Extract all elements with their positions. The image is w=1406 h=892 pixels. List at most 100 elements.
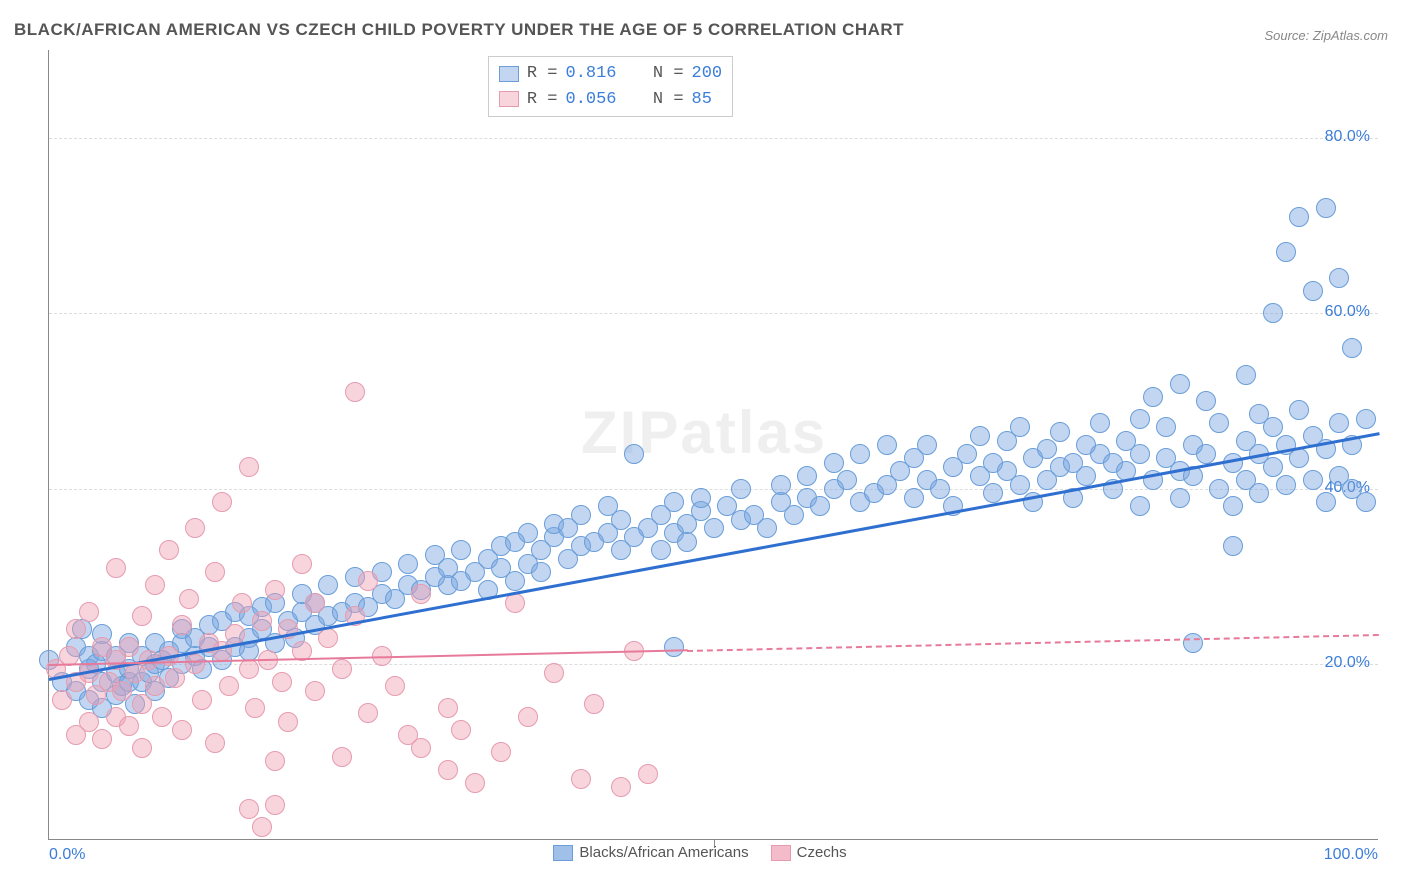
- scatter-point: [451, 540, 471, 560]
- scatter-point: [172, 720, 192, 740]
- scatter-point: [239, 457, 259, 477]
- chart-container: BLACK/AFRICAN AMERICAN VS CZECH CHILD PO…: [0, 0, 1406, 892]
- scatter-point: [850, 444, 870, 464]
- scatter-point: [983, 483, 1003, 503]
- scatter-point: [731, 479, 751, 499]
- scatter-point: [1130, 444, 1150, 464]
- scatter-point: [584, 694, 604, 714]
- scatter-point: [544, 663, 564, 683]
- scatter-point: [52, 690, 72, 710]
- scatter-point: [132, 606, 152, 626]
- scatter-point: [1342, 338, 1362, 358]
- scatter-point: [837, 470, 857, 490]
- scatter-point: [411, 738, 431, 758]
- scatter-point: [278, 712, 298, 732]
- scatter-point: [1037, 439, 1057, 459]
- scatter-point: [165, 668, 185, 688]
- legend-item: Czechs: [771, 844, 847, 861]
- scatter-point: [810, 496, 830, 516]
- scatter-point: [212, 492, 232, 512]
- scatter-point: [79, 602, 99, 622]
- scatter-point: [1263, 303, 1283, 323]
- scatter-point: [1076, 466, 1096, 486]
- scatter-point: [245, 698, 265, 718]
- scatter-point: [185, 654, 205, 674]
- gridline: [49, 138, 1378, 139]
- scatter-point: [1276, 475, 1296, 495]
- scatter-point: [272, 672, 292, 692]
- scatter-point: [132, 738, 152, 758]
- scatter-point: [145, 575, 165, 595]
- scatter-point: [79, 712, 99, 732]
- scatter-point: [305, 593, 325, 613]
- trend-line: [687, 634, 1379, 652]
- scatter-point: [1289, 400, 1309, 420]
- scatter-point: [292, 554, 312, 574]
- scatter-point: [611, 510, 631, 530]
- scatter-point: [611, 777, 631, 797]
- scatter-point: [1263, 417, 1283, 437]
- scatter-point: [159, 540, 179, 560]
- scatter-point: [1050, 422, 1070, 442]
- scatter-point: [824, 453, 844, 473]
- legend-swatch: [771, 845, 791, 861]
- scatter-point: [318, 575, 338, 595]
- scatter-point: [784, 505, 804, 525]
- scatter-point: [252, 817, 272, 837]
- scatter-point: [1130, 496, 1150, 516]
- scatter-point: [119, 637, 139, 657]
- scatter-point: [252, 611, 272, 631]
- scatter-point: [239, 799, 259, 819]
- stats-legend: R = 0.816 N = 200R = 0.056 N = 85: [488, 56, 733, 117]
- scatter-point: [239, 659, 259, 679]
- y-tick-label: 80.0%: [1325, 128, 1370, 146]
- scatter-point: [1209, 479, 1229, 499]
- legend-label: Czechs: [797, 844, 847, 861]
- scatter-point: [518, 523, 538, 543]
- scatter-point: [219, 676, 239, 696]
- scatter-point: [957, 444, 977, 464]
- chart-title: BLACK/AFRICAN AMERICAN VS CZECH CHILD PO…: [14, 20, 904, 40]
- scatter-point: [438, 760, 458, 780]
- scatter-point: [1090, 413, 1110, 433]
- x-tick-label: 0.0%: [49, 846, 85, 864]
- scatter-point: [106, 558, 126, 578]
- scatter-point: [66, 619, 86, 639]
- scatter-point: [1183, 633, 1203, 653]
- scatter-point: [1223, 536, 1243, 556]
- scatter-point: [152, 707, 172, 727]
- scatter-point: [1329, 268, 1349, 288]
- series-legend: Blacks/African Americans Czechs: [553, 844, 846, 861]
- scatter-point: [491, 742, 511, 762]
- scatter-point: [438, 698, 458, 718]
- scatter-point: [704, 518, 724, 538]
- legend-swatch: [499, 66, 519, 82]
- scatter-point: [1356, 492, 1376, 512]
- legend-swatch: [499, 91, 519, 107]
- scatter-point: [1170, 488, 1190, 508]
- scatter-point: [664, 637, 684, 657]
- scatter-point: [265, 580, 285, 600]
- scatter-point: [205, 733, 225, 753]
- scatter-point: [1196, 391, 1216, 411]
- scatter-point: [1209, 413, 1229, 433]
- scatter-point: [1276, 242, 1296, 262]
- scatter-point: [651, 540, 671, 560]
- legend-label: Blacks/African Americans: [579, 844, 748, 861]
- scatter-point: [145, 676, 165, 696]
- scatter-point: [638, 764, 658, 784]
- scatter-point: [358, 571, 378, 591]
- scatter-point: [1010, 417, 1030, 437]
- scatter-point: [225, 624, 245, 644]
- scatter-point: [179, 589, 199, 609]
- stats-legend-row: R = 0.056 N = 85: [499, 87, 722, 113]
- scatter-point: [664, 492, 684, 512]
- stats-legend-row: R = 0.816 N = 200: [499, 61, 722, 87]
- x-tick-label: 100.0%: [1324, 846, 1378, 864]
- scatter-point: [411, 584, 431, 604]
- scatter-point: [1196, 444, 1216, 464]
- scatter-point: [192, 690, 212, 710]
- scatter-point: [505, 571, 525, 591]
- scatter-point: [691, 488, 711, 508]
- scatter-point: [1236, 365, 1256, 385]
